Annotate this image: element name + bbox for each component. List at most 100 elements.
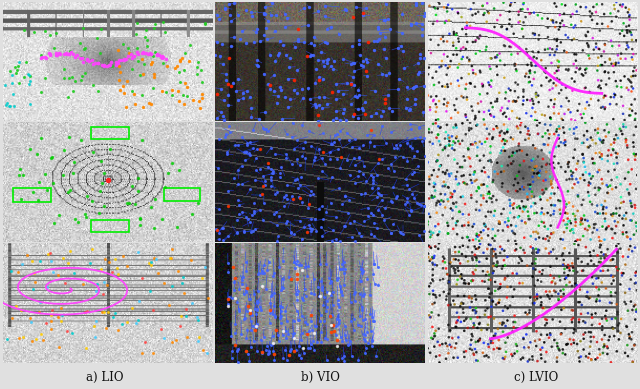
Point [454, 83, 464, 89]
Point [541, 320, 552, 326]
Point [534, 172, 545, 179]
Point [356, 323, 366, 329]
Point [261, 126, 271, 132]
Point [440, 171, 451, 177]
Point [475, 158, 485, 164]
Point [425, 350, 435, 356]
Point [433, 131, 443, 138]
Point [449, 156, 460, 163]
Point [255, 304, 265, 310]
Point [448, 200, 458, 206]
Point [445, 260, 455, 266]
Point [194, 98, 204, 104]
Point [237, 134, 247, 140]
Point [525, 186, 535, 192]
Point [61, 51, 72, 57]
Point [388, 221, 398, 228]
Point [150, 49, 160, 55]
Point [227, 333, 237, 340]
Point [631, 223, 640, 230]
Point [609, 277, 619, 284]
Point [609, 167, 620, 173]
Point [257, 350, 268, 356]
Point [234, 306, 244, 312]
Point [618, 111, 628, 117]
Point [260, 182, 270, 188]
Point [536, 82, 547, 89]
Point [223, 203, 233, 209]
Point [595, 82, 605, 89]
Point [623, 9, 633, 16]
Point [459, 318, 469, 324]
Point [525, 67, 535, 74]
Point [319, 13, 330, 19]
Point [497, 266, 507, 272]
Point [321, 308, 332, 315]
Point [252, 347, 262, 354]
Point [510, 247, 520, 254]
Point [244, 152, 255, 158]
Point [624, 13, 634, 19]
Point [248, 209, 259, 216]
Point [623, 169, 634, 175]
Point [545, 114, 556, 121]
Point [518, 19, 529, 25]
Point [466, 81, 476, 87]
Point [570, 181, 580, 187]
Point [407, 171, 417, 177]
Point [605, 182, 615, 189]
Point [246, 318, 256, 324]
Point [298, 145, 308, 151]
Point [621, 40, 632, 46]
Point [463, 146, 474, 152]
Point [314, 123, 324, 129]
Point [508, 230, 518, 236]
Point [129, 53, 139, 59]
Point [620, 290, 630, 296]
Point [602, 224, 612, 231]
Point [324, 313, 335, 319]
Point [461, 315, 472, 321]
Point [427, 172, 437, 178]
Point [580, 32, 591, 38]
Point [428, 266, 438, 273]
Point [289, 259, 300, 265]
Point [607, 18, 617, 25]
Point [212, 90, 223, 96]
Point [466, 192, 476, 198]
Point [6, 268, 16, 274]
Point [442, 271, 452, 277]
Point [558, 286, 568, 293]
Point [524, 128, 534, 134]
Point [332, 277, 342, 283]
Point [596, 238, 606, 245]
Point [612, 83, 622, 89]
Point [424, 291, 435, 297]
Point [533, 49, 543, 55]
Point [494, 89, 504, 96]
Point [289, 146, 299, 152]
Point [383, 92, 393, 98]
Point [589, 221, 599, 228]
Point [273, 93, 283, 99]
Point [414, 69, 424, 75]
Point [532, 249, 542, 256]
Point [345, 220, 355, 226]
Point [527, 105, 538, 111]
Point [556, 164, 566, 170]
Point [518, 335, 529, 341]
Point [537, 163, 547, 170]
Point [522, 311, 532, 317]
Point [443, 65, 453, 71]
Point [620, 299, 630, 305]
Point [458, 193, 468, 200]
Point [127, 182, 137, 189]
Point [214, 206, 224, 212]
Point [627, 102, 637, 108]
Point [552, 75, 562, 82]
Point [450, 140, 460, 146]
Point [474, 259, 484, 265]
Point [519, 158, 529, 164]
Point [258, 125, 268, 131]
Point [225, 12, 235, 18]
